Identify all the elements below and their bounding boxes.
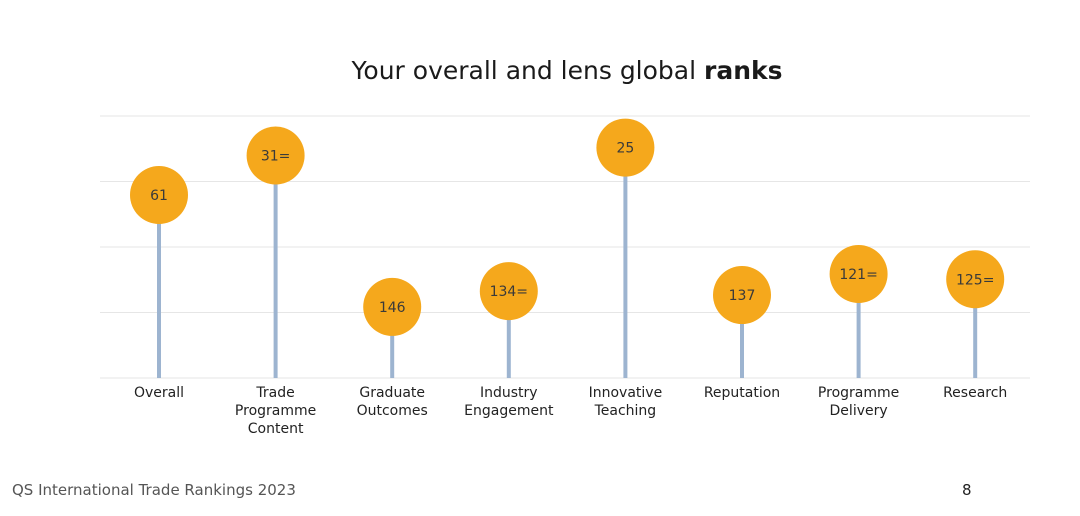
category-label: Overall bbox=[134, 385, 184, 401]
category-label-line: Content bbox=[248, 421, 304, 437]
rank-bubble bbox=[246, 126, 305, 185]
category-label-line: Reputation bbox=[704, 385, 780, 401]
rank-value-label: 146 bbox=[379, 300, 406, 316]
category-label-line: Research bbox=[943, 385, 1007, 401]
rank-bubble bbox=[130, 165, 188, 224]
category-label-line: Engagement bbox=[464, 403, 554, 419]
rank-value-label: 134= bbox=[490, 284, 528, 300]
category-label: Industry Engagement bbox=[464, 385, 554, 419]
category-label: Graduate Outcomes bbox=[357, 385, 428, 419]
rank-value-label: 121= bbox=[839, 267, 877, 283]
category-label: Research bbox=[943, 385, 1007, 401]
category-label-line: Graduate bbox=[359, 385, 425, 401]
category-label-line: Trade bbox=[255, 385, 294, 401]
category-label-line: Delivery bbox=[830, 403, 888, 419]
rank-bubble bbox=[946, 250, 1005, 309]
rank-bubble bbox=[363, 277, 422, 336]
rank-bubble bbox=[829, 244, 888, 303]
category-label-line: Innovative bbox=[589, 385, 663, 401]
category-label-line: Overall bbox=[134, 385, 184, 401]
rank-value-label: 125= bbox=[956, 272, 994, 288]
chart-title: Your overall and lens global ranks bbox=[0, 56, 1080, 85]
footer-source: QS International Trade Rankings 2023 bbox=[12, 481, 296, 499]
category-label-line: Outcomes bbox=[357, 403, 428, 419]
category-label: Reputation bbox=[704, 385, 780, 401]
rank-value-label: 61 bbox=[150, 188, 168, 204]
rank-bubble bbox=[479, 262, 538, 321]
rank-value-label: 31= bbox=[261, 148, 291, 164]
category-label-line: Programme bbox=[818, 385, 899, 401]
rank-bubble bbox=[596, 118, 655, 177]
rank-bubble bbox=[713, 266, 771, 325]
title-bold: ranks bbox=[704, 56, 783, 85]
category-label-line: Programme bbox=[235, 403, 316, 419]
rank-value-label: 25 bbox=[616, 141, 634, 157]
page-number: 8 bbox=[962, 481, 972, 499]
category-label: Innovative Teaching bbox=[589, 385, 663, 419]
title-prefix: Your overall and lens global bbox=[351, 56, 697, 85]
category-label-line: Industry bbox=[480, 385, 538, 401]
rank-value-label: 137 bbox=[729, 288, 756, 304]
category-label-line: Teaching bbox=[594, 403, 657, 419]
category-label: Trade Programme Content bbox=[235, 385, 316, 437]
category-label: Programme Delivery bbox=[818, 385, 899, 419]
